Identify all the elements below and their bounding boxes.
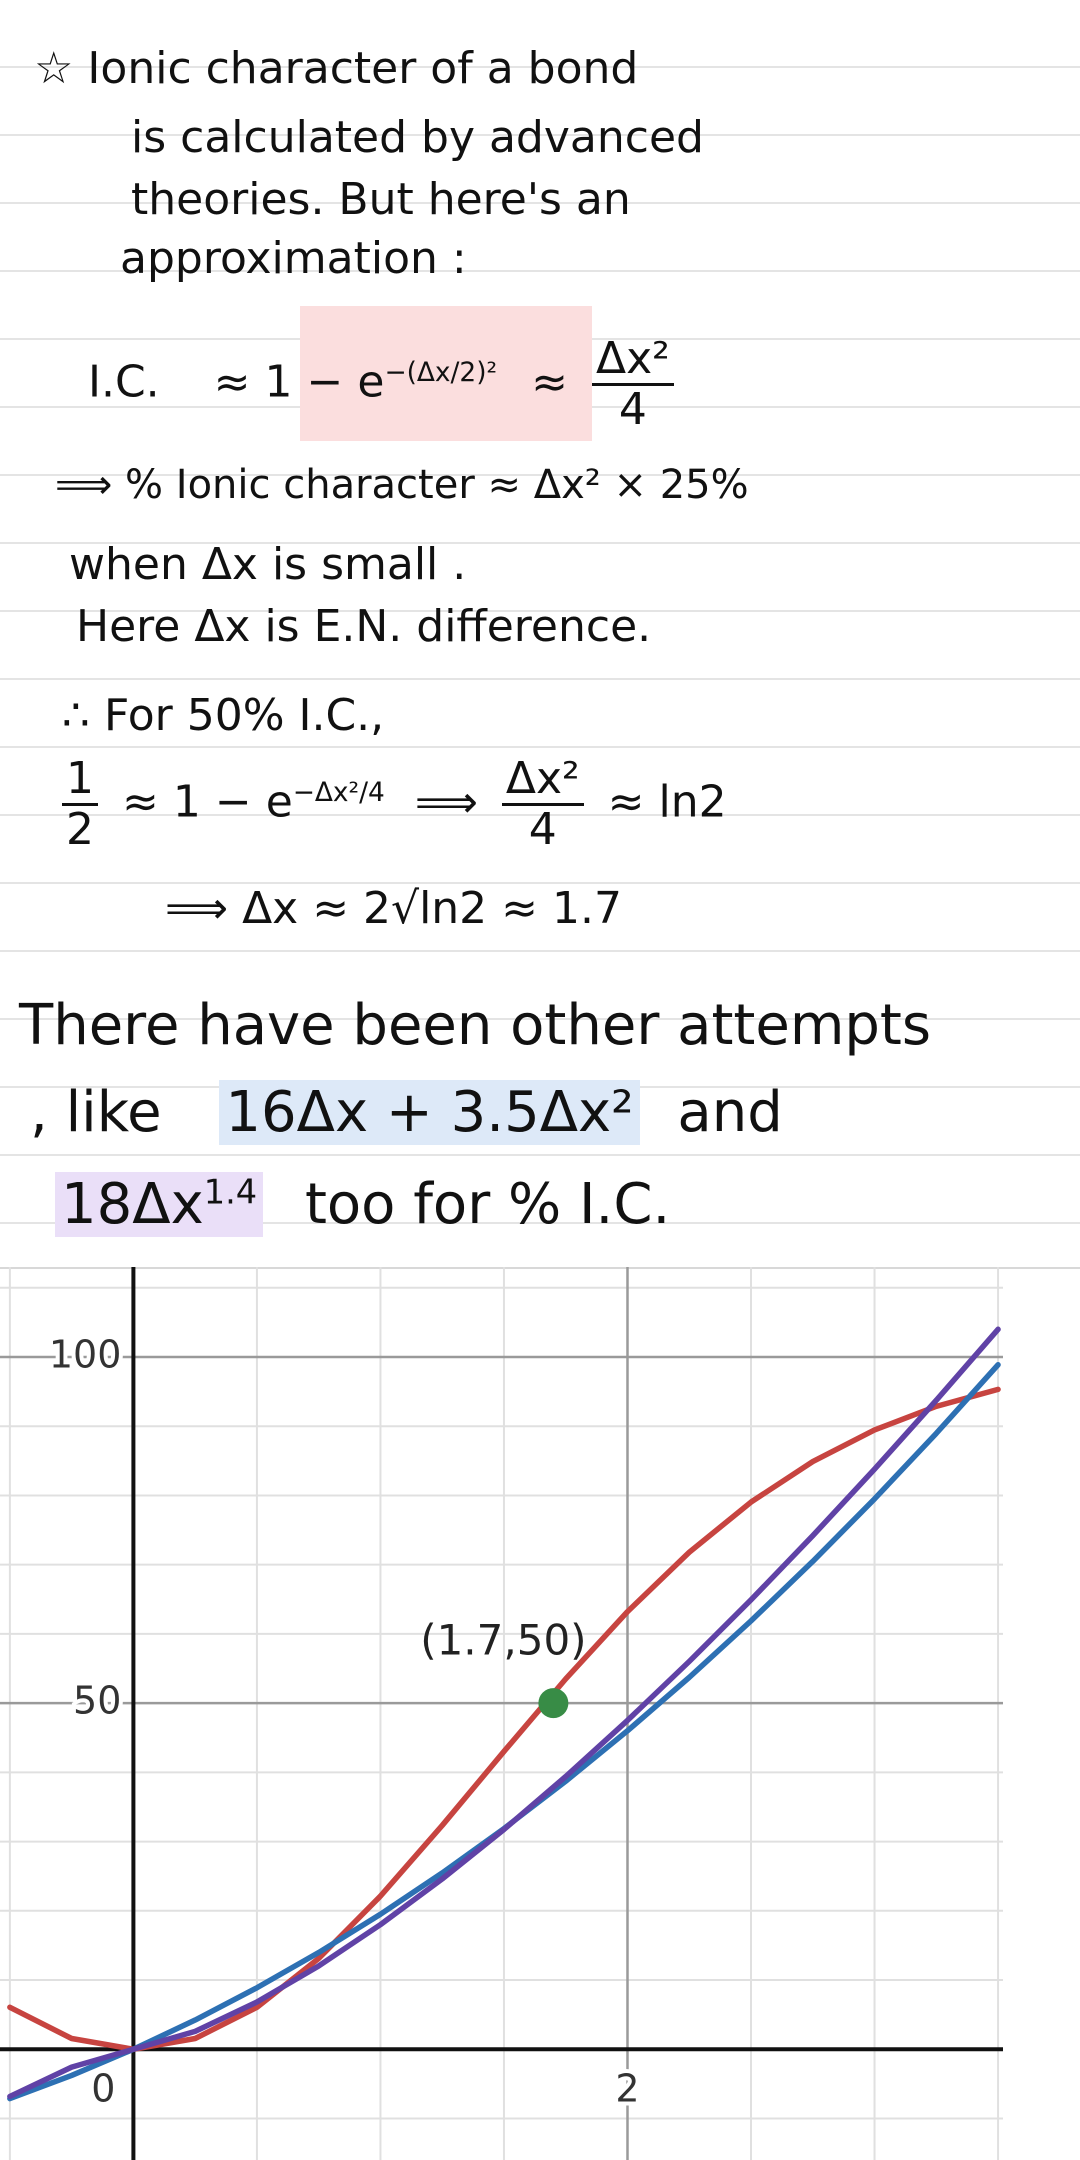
- formula-text: 18Δx: [61, 1171, 204, 1237]
- note-line: ⟹ % Ionic character ≈ Δx² × 25%: [55, 462, 749, 508]
- curve: [7, 1386, 1001, 2052]
- formula-text: ⟹: [414, 776, 478, 828]
- note-line: when Δx is small .: [69, 539, 467, 590]
- note-text: too for % I.C.: [304, 1171, 671, 1237]
- x-tick-label: 0: [91, 2067, 115, 2111]
- note-line: ⟹ Δx ≈ 2√ln2 ≈ 1.7: [165, 883, 622, 934]
- note-line: ∴ For 50% I.C.,: [62, 690, 385, 741]
- note-line: approximation :: [120, 233, 467, 284]
- note-line: , like 16Δx + 3.5Δx² and: [30, 1077, 783, 1149]
- highlighted-formula: 16Δx + 3.5Δx²: [219, 1080, 640, 1145]
- formula-exponent: −(Δx/2)²: [384, 357, 498, 388]
- formula-text: I.C.: [88, 356, 160, 408]
- x-tick-label: 2: [615, 2067, 639, 2111]
- notes: ☆ Ionic character of a bond is calculate…: [0, 0, 1080, 1267]
- denominator: 2: [66, 804, 94, 856]
- y-tick-label: 100: [49, 1332, 122, 1376]
- denominator: 4: [618, 384, 647, 436]
- formula-text: ≈: [531, 356, 568, 408]
- fraction: Δx² 4: [591, 334, 674, 436]
- formula-text: ≈ 1 − e: [122, 776, 293, 828]
- note-line: 18Δx1.4 too for % I.C.: [55, 1156, 670, 1241]
- formula-exponent: 1.4: [203, 1172, 258, 1211]
- highlighted-formula: 18Δx1.4: [55, 1171, 264, 1237]
- numerator: Δx²: [501, 754, 584, 807]
- point-label: (1.7,50): [420, 1616, 586, 1665]
- note-line: There have been other attempts: [19, 993, 932, 1058]
- point: [538, 1688, 569, 1719]
- numerator: Δx²: [591, 334, 674, 387]
- note-text: , like: [30, 1080, 162, 1145]
- curve: [7, 1326, 1001, 2100]
- note-line: is calculated by advanced: [131, 112, 704, 163]
- numerator: 1: [62, 754, 98, 807]
- highlight: [300, 306, 592, 441]
- formula: I.C. ≈ 1 − e−(Δx/2)² ≈ Δx² 4: [88, 328, 684, 435]
- fraction: Δx² 4: [501, 754, 584, 856]
- chart: 50 100 0 2 (1.7,50): [0, 1267, 1080, 2160]
- formula-text: ≈ ln2: [607, 776, 727, 828]
- formula-exponent: −Δx²/4: [292, 777, 385, 808]
- note-line: theories. But here's an: [131, 174, 631, 225]
- y-tick-label: 50: [73, 1679, 121, 1723]
- formula-text: ≈: [213, 356, 251, 408]
- denominator: 4: [528, 804, 557, 856]
- note-text: and: [677, 1080, 783, 1145]
- note-line: ☆ Ionic character of a bond: [34, 43, 639, 94]
- note-line: Here Δx is E.N. difference.: [76, 601, 652, 652]
- formula-text: 1 − e: [264, 356, 385, 408]
